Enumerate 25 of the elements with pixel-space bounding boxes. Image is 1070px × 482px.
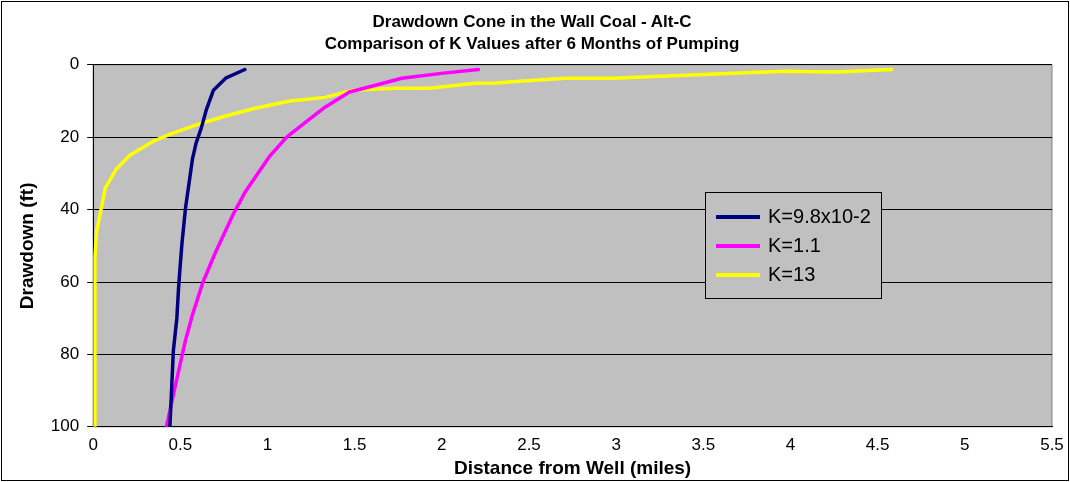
- x-tick-label: 4: [785, 434, 796, 454]
- x-tick-label: 0.5: [168, 434, 193, 454]
- y-tick-label: 20: [60, 126, 80, 146]
- x-tick-label: 1: [262, 434, 273, 454]
- legend-label: K=9.8x10-2: [768, 205, 871, 229]
- legend-label: K=1.1: [768, 234, 821, 258]
- y-tick-label: 60: [60, 271, 80, 291]
- x-tick-label: 4.5: [865, 434, 890, 454]
- x-axis-title: Distance from Well (miles): [453, 456, 692, 478]
- legend-label: K=13: [768, 263, 816, 287]
- y-tick-label: 0: [69, 54, 80, 74]
- x-tick-label: 1.5: [342, 434, 367, 454]
- y-tick-label: 80: [60, 344, 80, 364]
- y-tick-label: 100: [50, 416, 80, 436]
- x-tick-label: 5: [960, 434, 970, 454]
- x-tick-label: 2: [437, 434, 447, 454]
- x-tick-label: 0: [88, 434, 98, 454]
- y-tick-label: 40: [60, 199, 80, 219]
- x-tick-label: 5.5: [1040, 434, 1064, 454]
- x-tick-label: 3: [611, 434, 621, 454]
- chart-subtitle: Comparison of K Values after 6 Months of Pumping: [324, 34, 740, 54]
- chart-title: Drawdown Cone in the Wall Coal - Alt-C: [372, 11, 692, 31]
- x-tick-label: 3.5: [691, 434, 716, 454]
- x-tick-label: 2.5: [517, 434, 541, 454]
- y-axis-title: Drawdown (ft): [15, 182, 37, 310]
